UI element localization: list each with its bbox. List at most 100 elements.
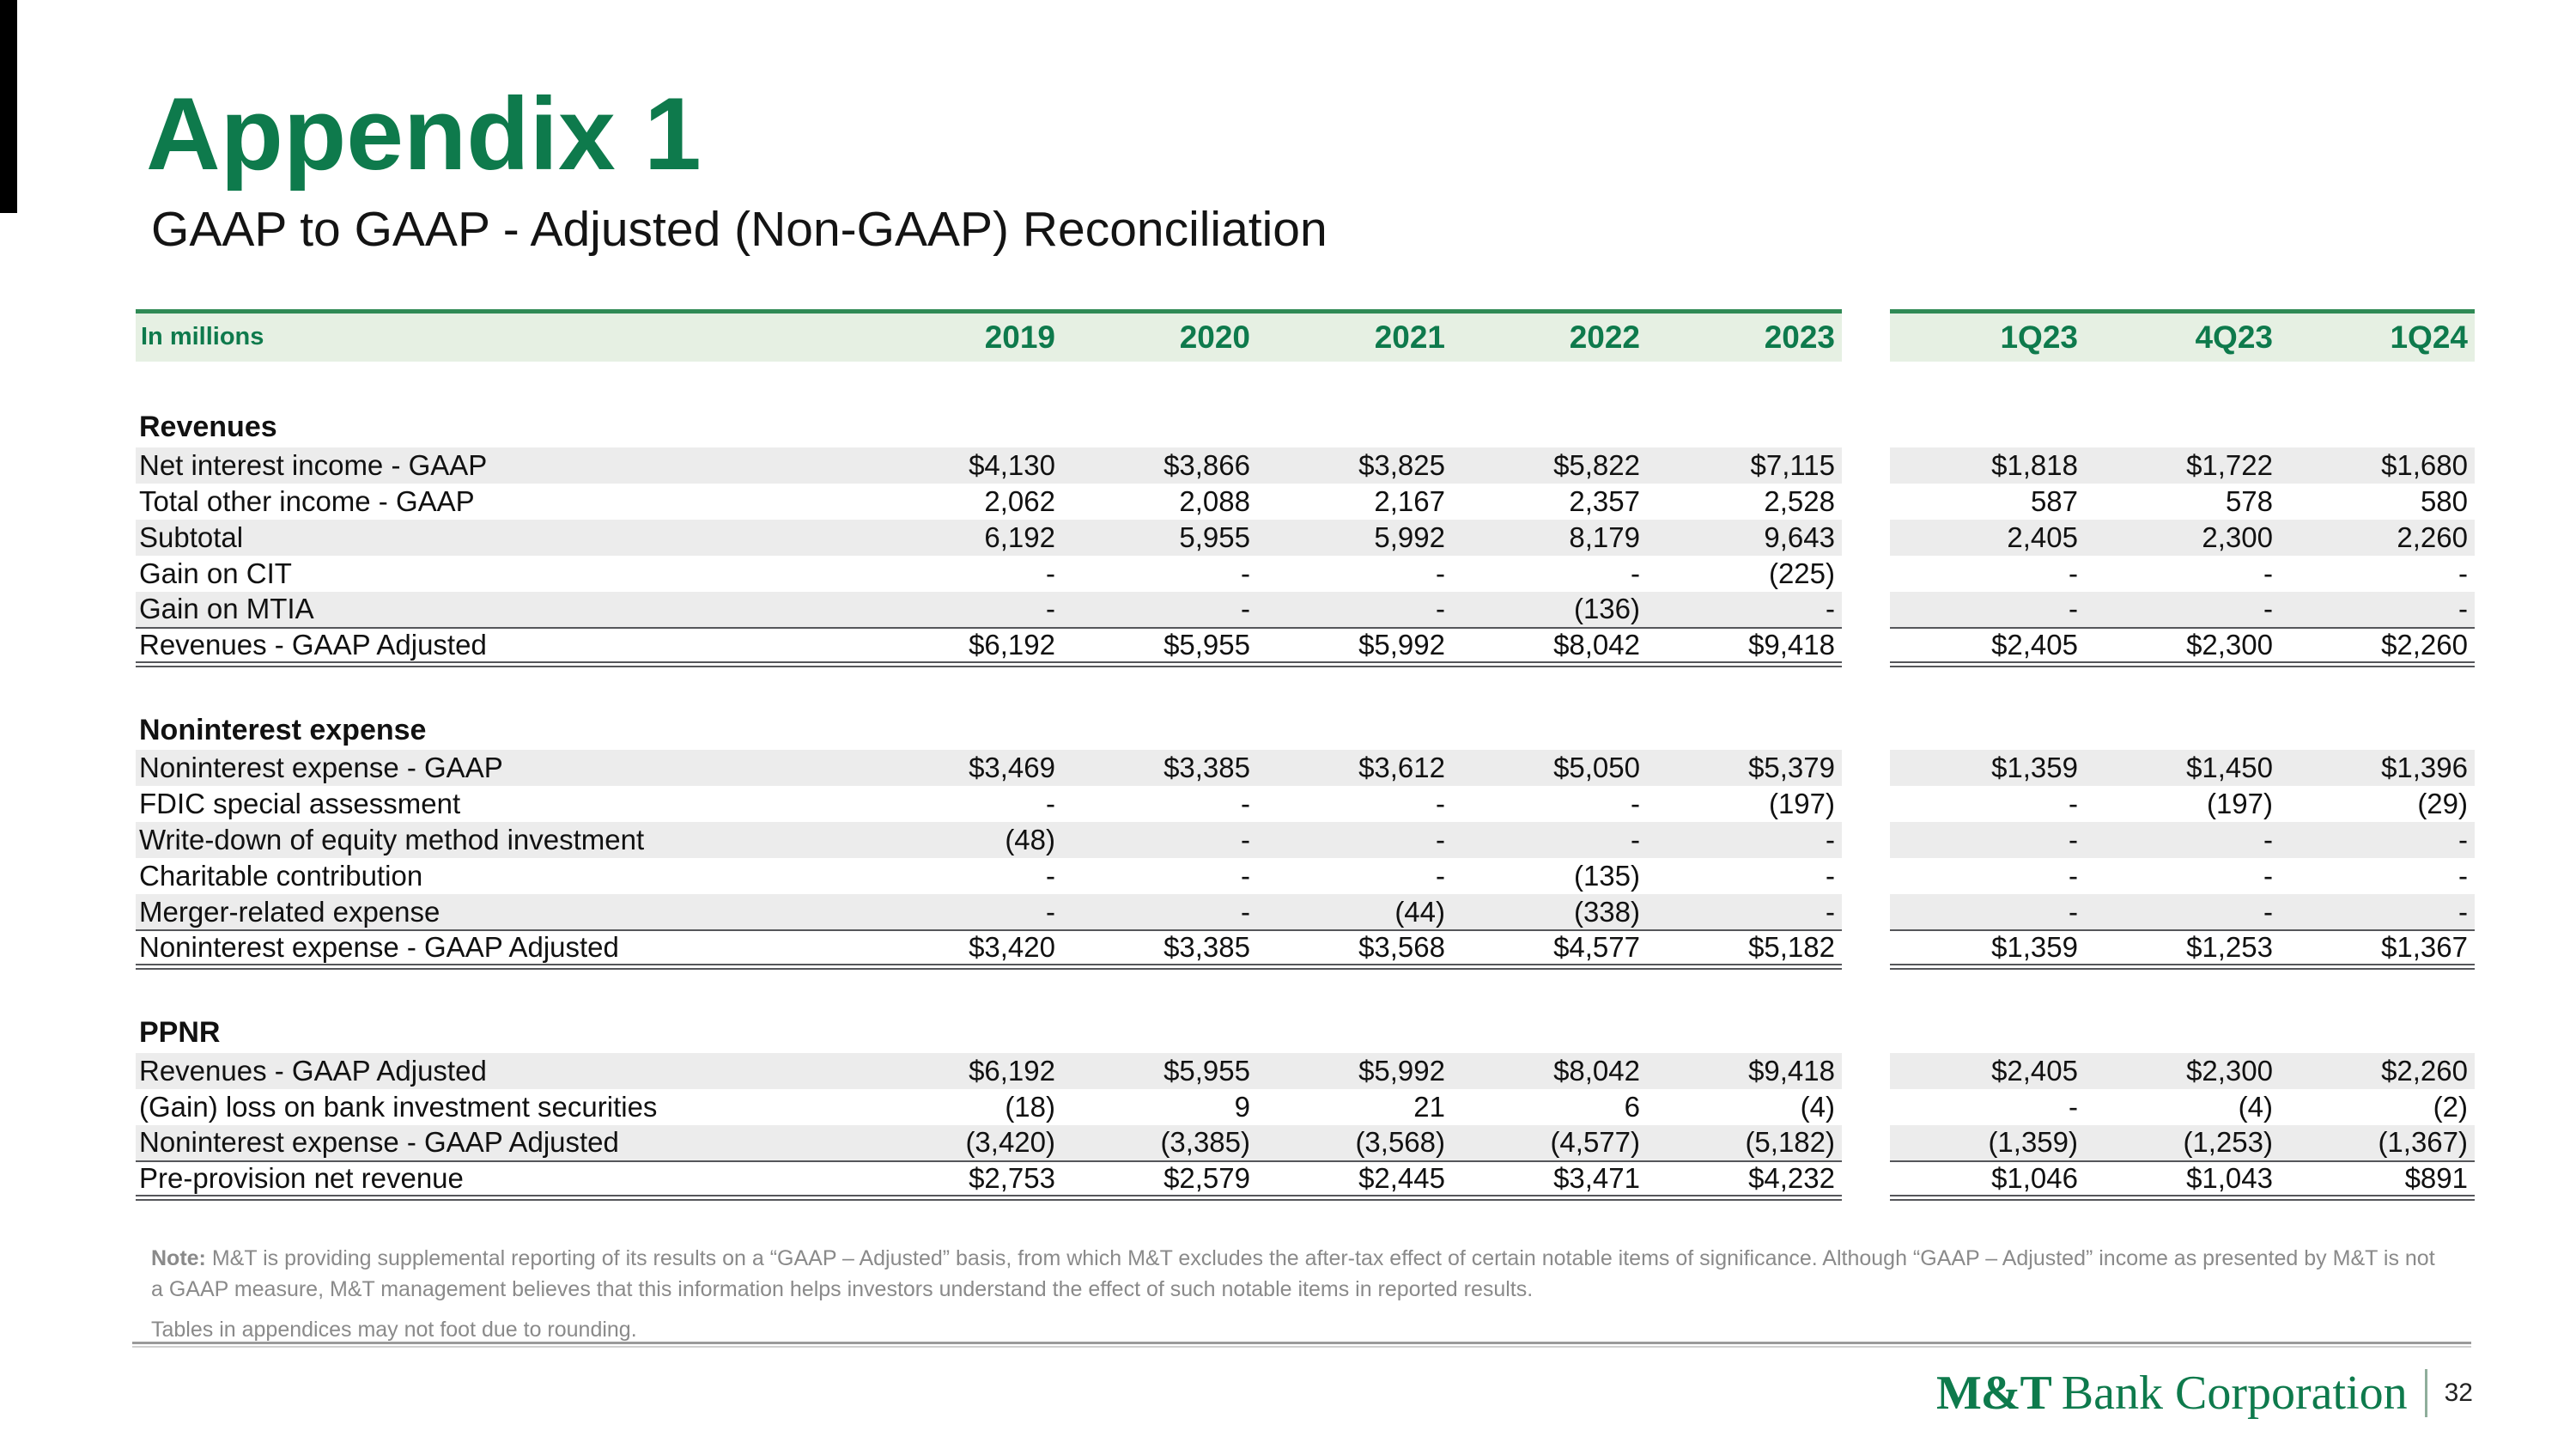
value-cell: 2,260 (2280, 519, 2475, 556)
value-cell: $3,825 (1257, 447, 1452, 484)
value-cell: $2,260 (2280, 626, 2475, 667)
value-cell: - (2280, 822, 2475, 858)
value-cell: $3,612 (1257, 750, 1452, 786)
value-cell: - (2263, 557, 2273, 589)
section-header-label: PPNR (139, 1016, 221, 1049)
value-cell: $2,405 (1890, 626, 2085, 667)
table-row: Merger-related expense - - (44) (338) - - - - (136, 894, 2475, 930)
table-row: Gain on MTIA - - - (136) - - - - (136, 591, 2475, 628)
value-cell: (29) (2417, 788, 2468, 819)
gap-cell (1842, 483, 1890, 520)
value-cell: $3,866 (1062, 447, 1257, 484)
value-cell: - (1452, 822, 1647, 858)
value-cell: $3,471 (1452, 1160, 1647, 1201)
value-cell: (338) (1452, 894, 1647, 930)
value-cell: $5,992 (1257, 1052, 1452, 1089)
page-subtitle: GAAP to GAAP - Adjusted (Non-GAAP) Recon… (151, 202, 1327, 257)
value-cell: $3,385 (1062, 750, 1257, 786)
gap-cell (1842, 1160, 1890, 1197)
section-spacer-row (136, 361, 2475, 408)
value-cell: - (1436, 788, 1445, 819)
value-cell: 6,192 (867, 519, 1062, 556)
gap-cell (1842, 822, 1890, 858)
value-cell: 2,062 (984, 484, 1055, 517)
table-row: Noninterest expense - GAAP Adjusted $3,42… (136, 929, 2475, 970)
row-label: Charitable contribution (139, 860, 423, 892)
value-cell: (135) (1573, 860, 1640, 892)
value-cell: - (2263, 860, 2273, 892)
row-label: Subtotal (136, 519, 867, 556)
value-cell: $1,359 (1890, 929, 2085, 970)
value-cell: - (1062, 894, 1257, 930)
column-header-1q24: 1Q24 (2280, 309, 2475, 362)
value-cell: 2,528 (1764, 484, 1835, 517)
value-cell: - (1826, 860, 1835, 892)
top-left-black-bar (0, 0, 17, 213)
row-label: Total other income - GAAP (139, 484, 475, 517)
value-cell: - (2280, 894, 2475, 930)
value-cell: (4) (2238, 1090, 2273, 1123)
value-cell: (4) (1800, 1090, 1835, 1123)
logo-mt-text: M&T (1935, 1367, 2052, 1420)
value-cell: (48) (867, 822, 1062, 858)
column-header-2019: 2019 (867, 309, 1062, 362)
column-header-4q23: 4Q23 (2085, 309, 2280, 362)
value-cell: 2,357 (1569, 484, 1640, 517)
value-cell: - (2069, 788, 2078, 819)
value-cell: - (2458, 860, 2468, 892)
value-cell: $9,418 (1647, 1052, 1842, 1089)
value-cell: (44) (1257, 894, 1452, 930)
value-cell: $1,450 (2085, 750, 2280, 786)
value-cell: $1,359 (1890, 750, 2085, 786)
value-cell: $3,469 (867, 750, 1062, 786)
section-spacer (136, 966, 2475, 1014)
gap-cell (1842, 591, 1890, 628)
reconciliation-table-container: In millions 2019 2020 2021 2022 2023 1Q23 4Q23… (136, 309, 2475, 1201)
value-cell: - (1436, 860, 1445, 892)
gap-cell (1842, 519, 1890, 556)
table-row: (Gain) loss on bank investment securitie… (136, 1088, 2475, 1125)
section-header: Revenues (136, 408, 2475, 447)
table-row: Revenues - GAAP Adjusted $6,192 $5,955 $5,9… (136, 1052, 2475, 1089)
value-cell: $7,115 (1647, 447, 1842, 484)
page-number: 32 (2444, 1379, 2473, 1407)
column-header-2020: 2020 (1062, 309, 1257, 362)
column-header-2022: 2022 (1452, 309, 1647, 362)
value-cell: - (1890, 894, 2085, 930)
value-cell: 9 (1234, 1090, 1250, 1123)
gap-cell (1842, 627, 1890, 664)
table-row: Net interest income - GAAP $4,130 $3,866 $3… (136, 447, 2475, 484)
section-header-label: Noninterest expense (139, 713, 427, 746)
value-cell: (3,420) (867, 1124, 1062, 1161)
reconciliation-table: In millions 2019 2020 2021 2022 2023 1Q23 4Q23… (136, 309, 2475, 1201)
value-cell: $4,130 (867, 447, 1062, 484)
value-cell: - (1890, 822, 2085, 858)
value-cell: - (2069, 860, 2078, 892)
value-cell: - (1046, 860, 1055, 892)
value-cell: $5,379 (1647, 750, 1842, 786)
value-cell: - (1890, 591, 2085, 628)
note-label: Note: (151, 1246, 206, 1270)
gap-cell (1842, 930, 1890, 967)
page-title: Appendix 1 (146, 76, 702, 192)
value-cell: (197) (1768, 788, 1835, 819)
row-label: (Gain) loss on bank investment securitie… (139, 1090, 658, 1123)
gap-cell (1842, 1088, 1890, 1125)
gap-cell (1842, 786, 1890, 822)
value-cell: - (1241, 557, 1250, 589)
value-cell: $5,955 (1062, 626, 1257, 667)
row-label: Noninterest expense - GAAP (136, 750, 867, 786)
footer: M&T Bank Corporation 32 (1936, 1366, 2473, 1421)
row-label: Revenues - GAAP Adjusted (136, 1052, 867, 1089)
table-row: Charitable contribution - - - (135) - - - - (136, 858, 2475, 894)
value-cell: - (1257, 822, 1452, 858)
table-row: Gain on CIT - - - - (225) - - - (136, 555, 2475, 592)
value-cell: 587 (2030, 484, 2078, 517)
value-cell: $2,445 (1257, 1160, 1452, 1201)
value-cell: - (867, 591, 1062, 628)
value-cell: 21 (1413, 1090, 1445, 1123)
value-cell: $5,955 (1062, 1052, 1257, 1089)
value-cell: - (2085, 822, 2280, 858)
gap-cell (1842, 858, 1890, 894)
value-cell: $2,260 (2280, 1052, 2475, 1089)
